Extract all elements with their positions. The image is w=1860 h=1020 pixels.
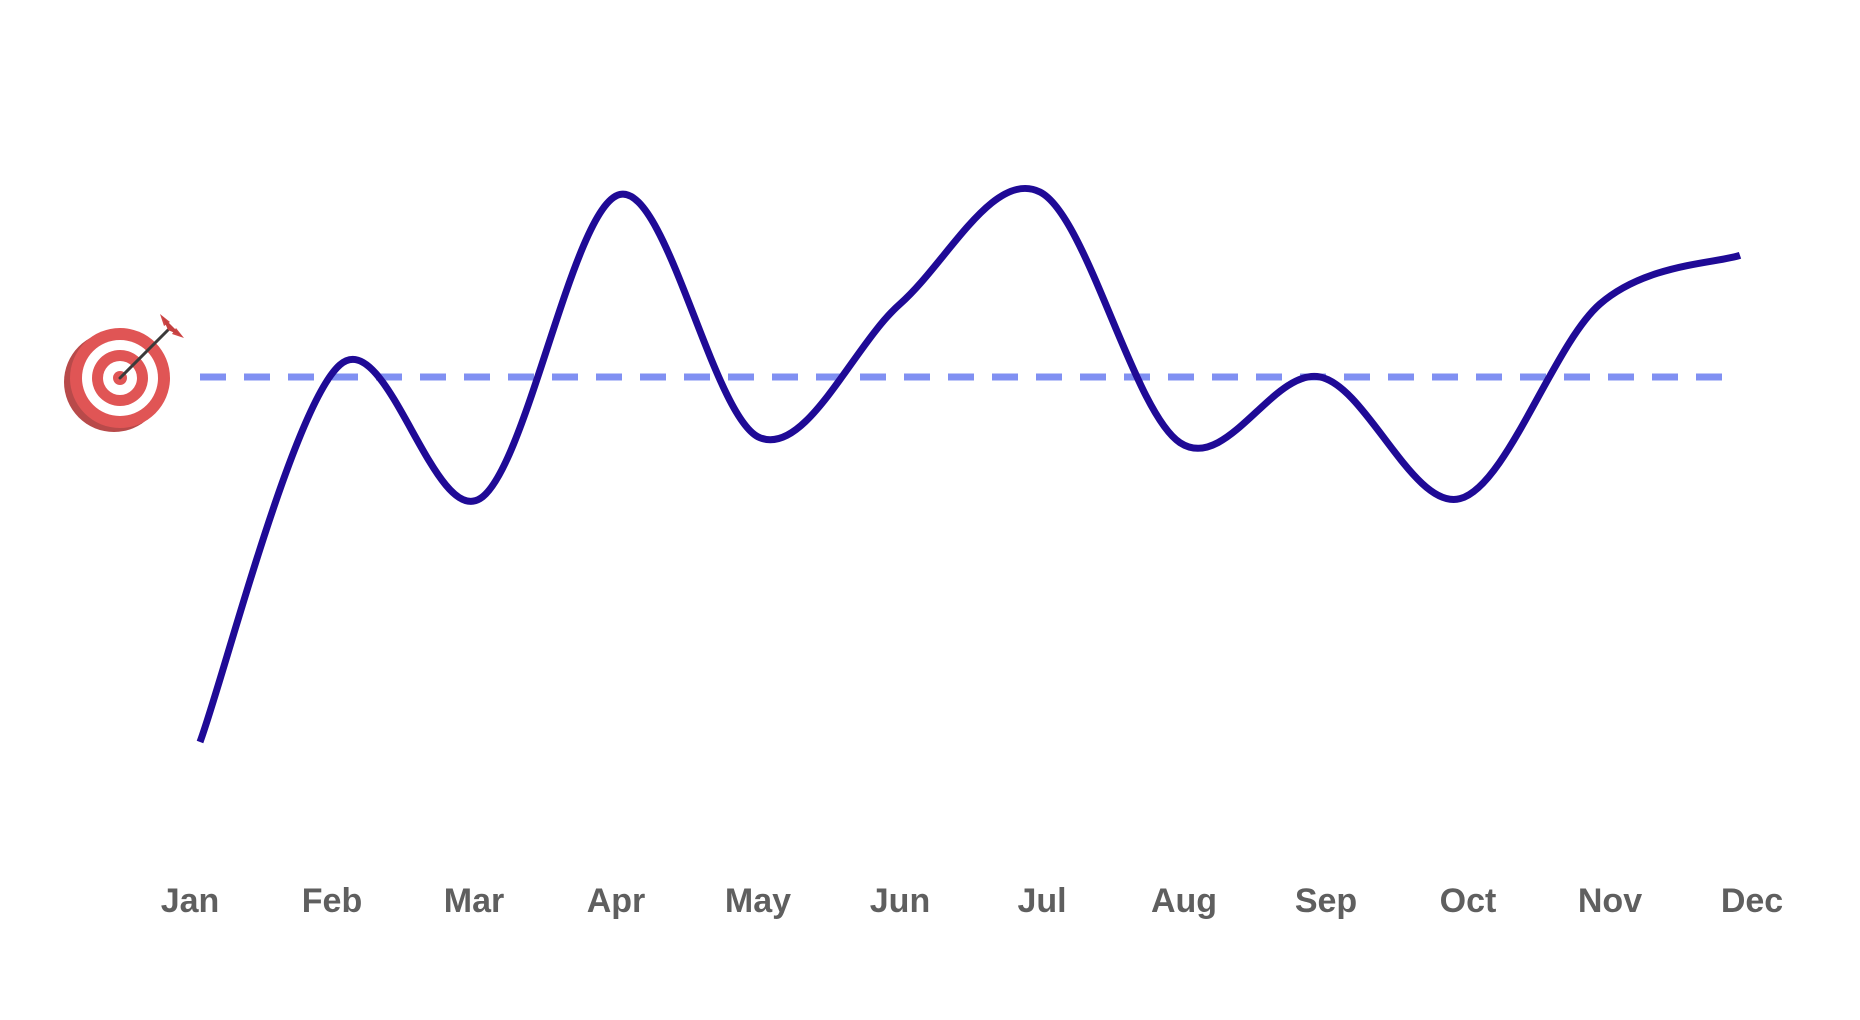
x-tick-label-mar: Mar	[444, 882, 504, 920]
x-tick-label-oct: Oct	[1440, 882, 1497, 920]
x-tick-label-jul: Jul	[1017, 882, 1066, 920]
target-icon-arrow-tail	[162, 316, 182, 336]
x-tick-label-jun: Jun	[870, 882, 930, 920]
x-tick-label-may: May	[725, 882, 791, 920]
x-tick-label-dec: Dec	[1721, 882, 1783, 920]
x-tick-label-aug: Aug	[1151, 882, 1217, 920]
series-line-0	[196, 185, 1742, 744]
series-layer	[196, 185, 1742, 744]
x-axis-labels: Jan Feb Mar Apr May Jun Jul Aug Sep Oct Nov Dec	[161, 882, 1783, 920]
x-tick-label-nov: Nov	[1578, 882, 1642, 920]
x-tick-label-feb: Feb	[302, 882, 362, 920]
x-tick-label-apr: Apr	[587, 882, 646, 920]
x-tick-label-jan: Jan	[161, 882, 220, 920]
target-icon-arrow-shaft	[118, 328, 170, 380]
target-icon	[64, 314, 184, 432]
x-tick-label-sep: Sep	[1295, 882, 1357, 920]
